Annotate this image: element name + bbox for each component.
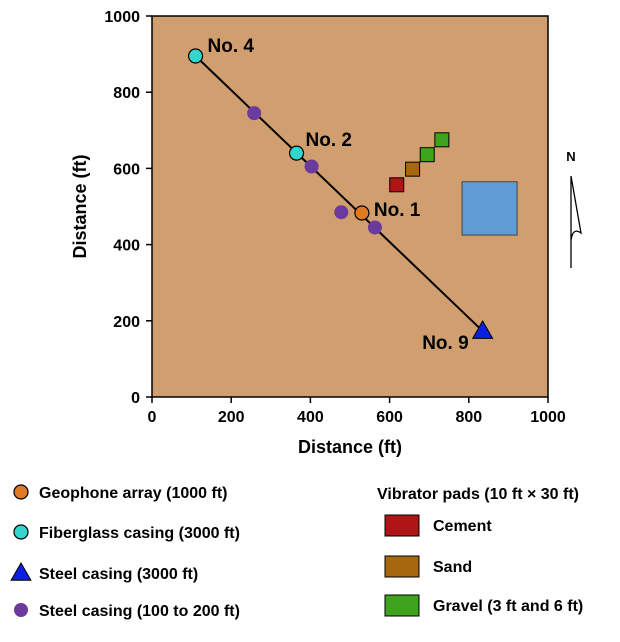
north-label: N [566, 149, 575, 164]
x-tick-label: 200 [218, 409, 245, 426]
y-tick-label: 200 [113, 314, 140, 331]
legend-label: Cement [433, 518, 492, 535]
y-tick-label: 1000 [104, 9, 140, 26]
fiberglass-casing-3000-ft-point [187, 48, 204, 64]
legend-label: Gravel (3 ft and 6 ft) [433, 598, 583, 615]
y-tick-label: 400 [113, 238, 140, 255]
legend-swatch [384, 594, 420, 617]
steel-casing-100-to-200-ft-point [247, 106, 262, 121]
north-arrow-icon [570, 175, 582, 268]
steel-casing-100-to-200-ft-point [334, 205, 349, 220]
legend-label: Sand [433, 559, 472, 576]
legend-circle-icon [13, 524, 29, 540]
well-label: No. 9 [422, 333, 468, 354]
legend-swatch [384, 514, 420, 537]
well-label: No. 2 [306, 130, 352, 151]
legend-triangle-icon [10, 561, 32, 581]
north-arrow: N [566, 149, 582, 268]
x-axis-label: Distance (ft) [298, 437, 402, 457]
legend-label: Steel casing (3000 ft) [39, 566, 198, 583]
x-tick-label: 800 [455, 409, 482, 426]
vibrator-pad-gravel [419, 147, 435, 163]
steel-casing-100-to-200-ft-point [367, 220, 382, 235]
geophone-array-1000-ft-point [354, 205, 370, 221]
y-tick-label: 800 [113, 85, 140, 102]
legend-label: Fiberglass casing (3000 ft) [39, 525, 240, 542]
x-tick-label: 600 [376, 409, 403, 426]
steel-casing-100-to-200-ft-point [304, 159, 319, 174]
x-tick-label: 1000 [530, 409, 566, 426]
legend-label: Steel casing (100 to 200 ft) [39, 603, 240, 620]
pads-legend: Vibrator pads (10 ft × 30 ft) Cement Sand G… [377, 486, 583, 617]
legend-swatch [384, 555, 420, 578]
y-tick-label: 600 [113, 161, 140, 178]
blue-rectangle [461, 181, 518, 236]
y-axis-label: Distance (ft) [70, 154, 90, 258]
fiberglass-casing-3000-ft-point [288, 145, 305, 161]
well-label: No. 4 [208, 36, 255, 57]
well-label: No. 1 [374, 200, 421, 221]
vibrator-pad-gravel [434, 132, 450, 148]
legend-circle-icon [13, 484, 29, 500]
x-tick-label: 0 [148, 409, 157, 426]
legend-label: Geophone array (1000 ft) [39, 485, 228, 502]
steel-casing-3000-point [471, 320, 494, 339]
pads-legend-title: Vibrator pads (10 ft × 30 ft) [377, 486, 579, 503]
x-tick-label: 400 [297, 409, 324, 426]
legend-circle-icon [14, 603, 28, 617]
vibrator-pad-sand [405, 161, 421, 177]
vibrator-pad-cement [389, 177, 405, 193]
y-tick-label: 0 [131, 390, 140, 407]
well-line [194, 55, 484, 332]
symbol-legend: Geophone array (1000 ft) Fiberglass casin… [10, 484, 240, 620]
